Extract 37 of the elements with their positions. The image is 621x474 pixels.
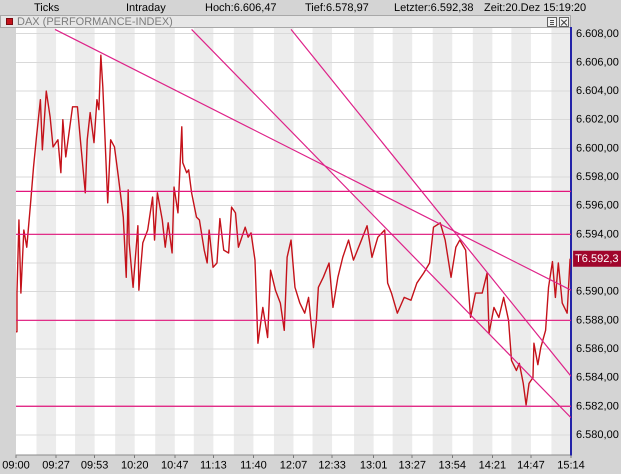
text: Tief:6.578,97 (305, 2, 369, 14)
text: Ticks (34, 2, 60, 14)
y-tick-label: 6.604,00 (576, 85, 619, 98)
y-tick-label: 6.580,00 (576, 428, 619, 441)
x-tick-label: 11:40 (240, 460, 267, 472)
y-tick-label: 6.586,00 (576, 343, 619, 355)
x-tick-label: 09:53 (80, 460, 108, 472)
x-tick-label: 10:20 (120, 460, 148, 472)
x-tick-label: 09:00 (2, 460, 30, 472)
x-tick-label: 14:21 (478, 460, 506, 472)
y-tick-label: 6.584,00 (576, 372, 619, 384)
x-tick-label: 13:01 (360, 460, 388, 472)
x-tick-label: 13:54 (438, 460, 466, 472)
y-tick-label: 6.582,00 (576, 400, 619, 412)
x-tick-label: 12:07 (280, 460, 308, 472)
y-tick-label: 6.590,00 (576, 286, 619, 298)
text: Letzter:6.592,38 (394, 2, 474, 14)
y-tick-label: 6.600,00 (576, 142, 619, 154)
y-tick-label: 6.594,00 (576, 228, 619, 240)
x-tick-label: 15:14 (557, 460, 585, 472)
y-tick-label: 6.608,00 (576, 28, 619, 40)
text: Hoch:6.606,47 (205, 2, 277, 14)
x-tick-label: 12:33 (318, 460, 346, 472)
y-tick-label: 6.596,00 (576, 200, 619, 212)
y-tick-label: 6.602,00 (576, 114, 619, 126)
text: Zeit:20.Dez 15:19:20 (484, 2, 586, 14)
y-tick-label: 6.598,00 (576, 171, 619, 184)
x-tick-label: 11:13 (200, 460, 227, 472)
text: Intraday (126, 2, 166, 14)
y-tick-label: 6.606,00 (576, 56, 619, 68)
annotation: T6.592,3 (575, 253, 619, 266)
x-tick-label: 14:47 (517, 460, 545, 472)
x-tick-label: 10:47 (161, 460, 189, 472)
y-tick-label: 6.588,00 (576, 314, 619, 326)
x-tick-label: 09:27 (42, 460, 70, 472)
chart-title: DAX (PERFORMANCE-INDEX) (17, 16, 173, 28)
x-tick-label: 13:27 (398, 460, 426, 472)
